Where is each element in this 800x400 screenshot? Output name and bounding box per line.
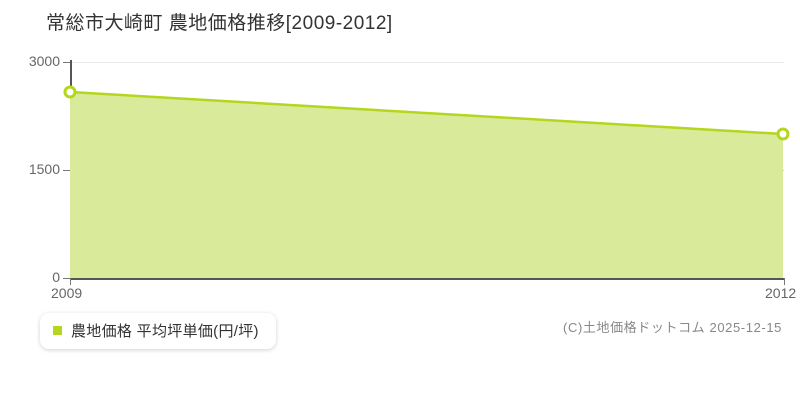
x-tick-2009 xyxy=(70,278,71,285)
y-tick-3000 xyxy=(63,62,70,63)
y-axis-labels: 3000 1500 0 xyxy=(0,0,60,400)
series-area-fill xyxy=(70,92,783,279)
y-axis-label-1500: 1500 xyxy=(28,161,60,177)
y-tick-0 xyxy=(63,278,70,279)
x-axis-label-2012: 2012 xyxy=(765,285,797,301)
y-axis-label-3000: 3000 xyxy=(28,53,60,69)
data-point-2009[interactable] xyxy=(63,85,77,99)
footer-credit: (C)土地価格ドットコム 2025-12-15 xyxy=(563,320,782,335)
series-line xyxy=(69,90,784,136)
y-tick-1500 xyxy=(63,170,70,171)
x-axis-label-2009: 2009 xyxy=(51,285,83,301)
data-point-2012[interactable] xyxy=(776,127,790,141)
x-axis-line xyxy=(70,278,785,280)
gridline-3000 xyxy=(70,62,784,63)
legend-swatch-icon xyxy=(53,326,62,335)
legend[interactable]: 農地価格 平均坪単価(円/坪) xyxy=(40,313,276,349)
chart-title: 常総市大崎町 農地価格推移[2009-2012] xyxy=(46,13,393,34)
x-tick-2012 xyxy=(784,278,785,285)
y-axis-label-0: 0 xyxy=(52,269,60,285)
legend-label: 農地価格 平均坪単価(円/坪) xyxy=(71,323,259,340)
